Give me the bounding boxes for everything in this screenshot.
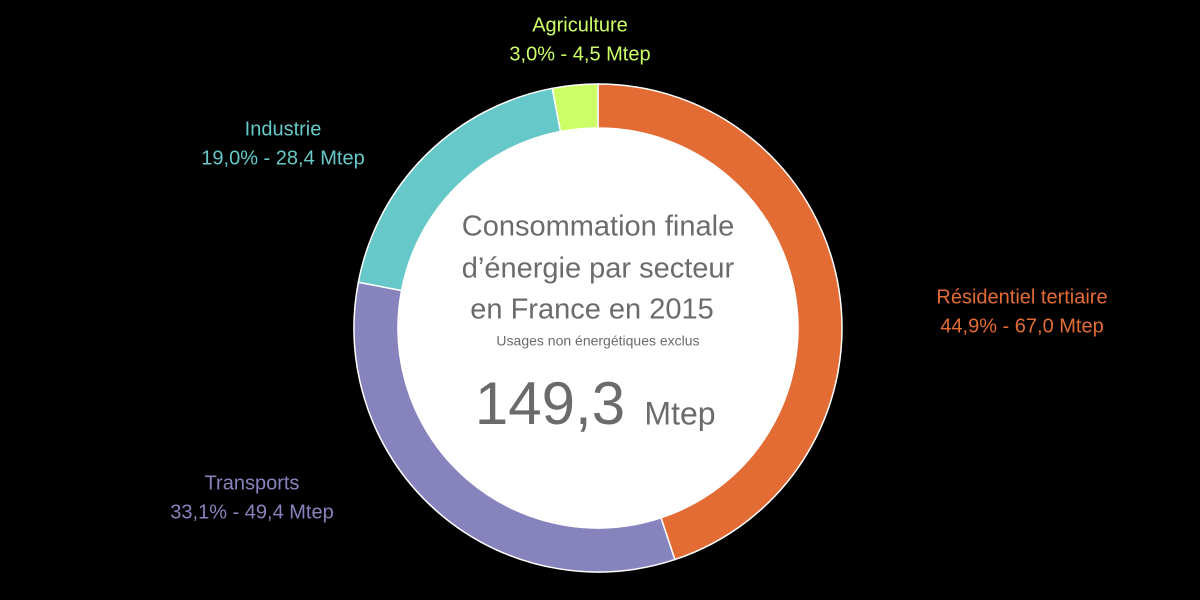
segment-label: Industrie bbox=[245, 118, 322, 140]
value-label: 3,0% - 4,5 Mtep bbox=[509, 43, 650, 65]
chart-title: en France en 2015 bbox=[470, 294, 713, 326]
total-value: 149,3 bbox=[475, 370, 625, 437]
chart-title: d’énergie par secteur bbox=[462, 253, 735, 285]
segment-label: Agriculture bbox=[532, 14, 628, 36]
value-label: 44,9% - 67,0 Mtep bbox=[940, 315, 1103, 337]
value-label: 19,0% - 28,4 Mtep bbox=[201, 147, 364, 169]
donut-segment bbox=[551, 83, 599, 133]
segment-label: Résidentiel tertiaire bbox=[936, 286, 1107, 308]
value-label: 33,1% - 49,4 Mtep bbox=[170, 501, 333, 523]
subtitle: Usages non énergétiques exclus bbox=[496, 333, 699, 349]
center-disc bbox=[398, 128, 798, 528]
segment-label: Transports bbox=[205, 472, 300, 494]
chart-title: Consommation finale bbox=[462, 211, 734, 243]
total-unit: Mtep bbox=[644, 395, 715, 431]
